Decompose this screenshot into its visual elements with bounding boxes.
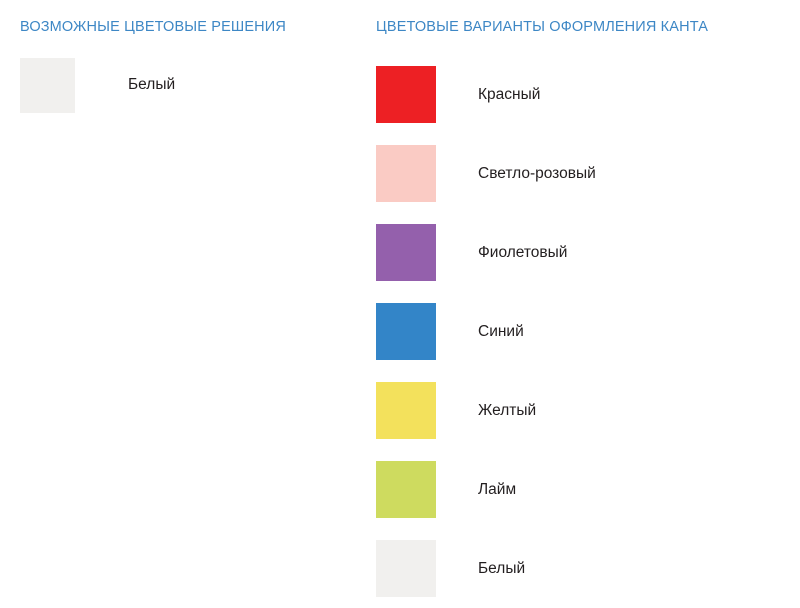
swatch-row[interactable]: Синий: [376, 292, 800, 371]
color-swatch-label: Лайм: [478, 480, 517, 498]
swatch-row[interactable]: Белый: [376, 529, 800, 608]
column-possible-color-solutions: ВОЗМОЖНЫЕ ЦВЕТОВЫЕ РЕШЕНИЯ Белый: [0, 0, 374, 600]
color-swatch-violet[interactable]: [376, 224, 436, 281]
swatch-row[interactable]: Фиолетовый: [376, 213, 800, 292]
column-edging-color-variants: ЦВЕТОВЫЕ ВАРИАНТЫ ОФОРМЛЕНИЯ КАНТА Красн…: [374, 0, 800, 600]
swatch-row[interactable]: Белый: [20, 58, 394, 118]
color-swatch-label: Фиолетовый: [478, 243, 568, 261]
color-swatch-label: Красный: [478, 85, 541, 103]
color-swatch-blue[interactable]: [376, 303, 436, 360]
color-swatch-label: Светло-розовый: [478, 164, 596, 182]
color-swatch-label: Белый: [478, 559, 526, 577]
swatch-list-edging-color-variants: Красный Светло-розовый Фиолетовый Синий …: [376, 55, 800, 608]
swatch-row[interactable]: Светло-розовый: [376, 134, 800, 213]
color-swatch-white[interactable]: [376, 540, 436, 597]
swatch-row[interactable]: Желтый: [376, 371, 800, 450]
swatch-list-possible-color-solutions: Белый: [20, 58, 394, 118]
column-header-possible-color-solutions: ВОЗМОЖНЫЕ ЦВЕТОВЫЕ РЕШЕНИЯ: [20, 19, 286, 35]
color-swatch-light-pink[interactable]: [376, 145, 436, 202]
column-header-edging-color-variants: ЦВЕТОВЫЕ ВАРИАНТЫ ОФОРМЛЕНИЯ КАНТА: [376, 19, 709, 35]
color-swatch-label: Синий: [478, 322, 524, 340]
color-swatch-white[interactable]: [20, 58, 75, 113]
color-swatch-yellow[interactable]: [376, 382, 436, 439]
color-swatch-red[interactable]: [376, 66, 436, 123]
color-swatch-label: Желтый: [478, 401, 537, 419]
color-swatch-lime[interactable]: [376, 461, 436, 518]
swatch-row[interactable]: Красный: [376, 55, 800, 134]
swatch-row[interactable]: Лайм: [376, 450, 800, 529]
color-swatch-label: Белый: [128, 76, 176, 93]
